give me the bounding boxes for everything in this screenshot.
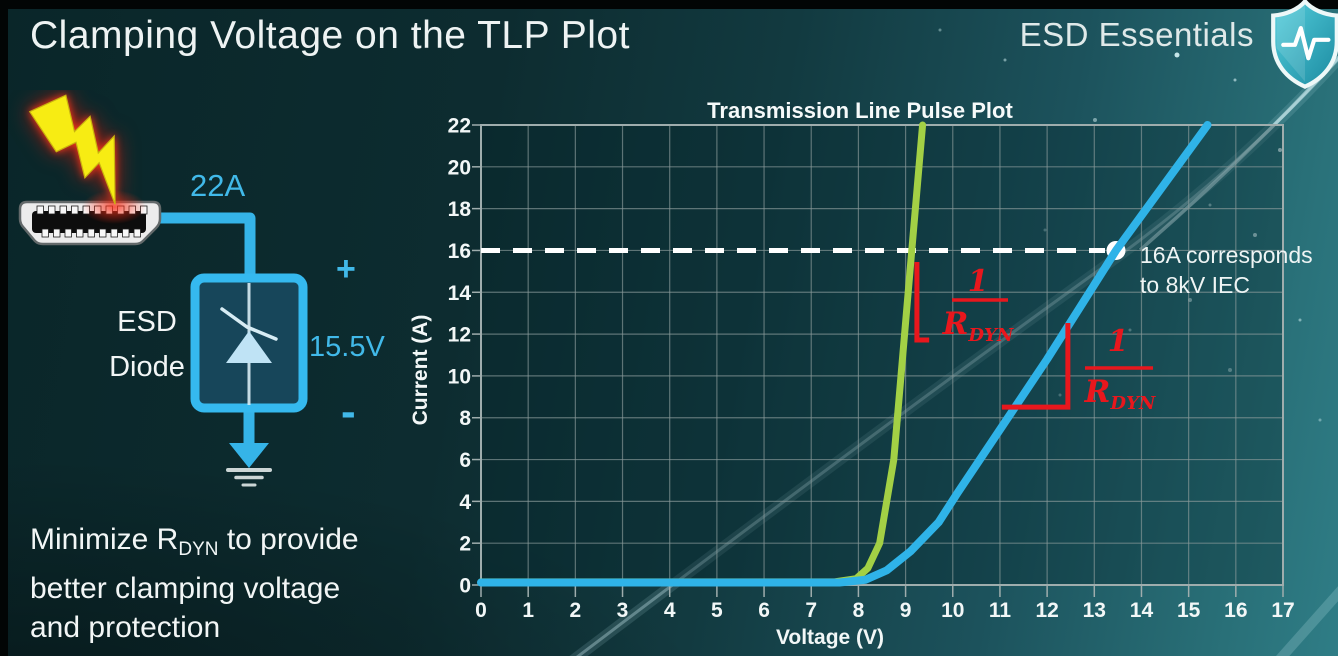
ground-icon (226, 468, 272, 487)
marker-note-line: to 8kV IEC (1140, 272, 1250, 298)
x-tick-label: 7 (805, 599, 817, 622)
x-tick-label: 16 (1224, 599, 1247, 622)
lightning-bolt-icon (28, 94, 116, 205)
rdyn-slope-bracket (914, 261, 930, 343)
y-tick-label: 8 (459, 407, 471, 430)
x-tick-label: 12 (1035, 599, 1058, 622)
tlp-chart: 0 1 2 3 4 5 6 7 8 9 10 11 12 13 14 15 16 1702468101214161… (409, 98, 1313, 649)
chart-series (477, 121, 1212, 587)
x-axis-label: Voltage (V) (776, 626, 884, 649)
surge-current-text: 22A (190, 168, 246, 203)
rdyn-slope-bracket (1001, 323, 1071, 410)
x-tick-label: 3 (617, 599, 629, 622)
takeaway-note: Minimize RDYN to provide better clamping… (30, 520, 359, 647)
marker-note-line: 16A corresponds (1140, 242, 1313, 268)
clamp-voltage-text: 15.5V (309, 331, 385, 363)
note-line3: and protection (30, 611, 221, 644)
x-tick-label: 14 (1130, 599, 1154, 622)
plus-text: + (336, 250, 356, 288)
shield-logo-icon (1271, 0, 1338, 89)
plot-border (480, 124, 1284, 586)
surge-wire (158, 212, 256, 275)
rdyn-fraction-denominator: RDYN (1084, 374, 1157, 414)
y-tick-label: 14 (448, 282, 472, 305)
y-tick-label: 22 (448, 115, 471, 138)
note-line1-prefix: Minimize R (30, 523, 179, 556)
x-tick-label: 10 (941, 599, 964, 622)
x-tick-label: 4 (664, 599, 676, 622)
note-line2: better clamping voltage (30, 572, 341, 605)
y-tick-label: 6 (459, 449, 471, 472)
esd-diode-label-line1: ESD (117, 306, 177, 338)
note-line1-suffix: to provide (218, 523, 359, 556)
y-axis-label: Current (A) (409, 315, 432, 426)
corner-streak (1275, 586, 1338, 656)
x-tick-label: 1 (522, 599, 534, 622)
esd-diode-label-line2: Diode (109, 351, 185, 383)
y-tick-label: 10 (448, 365, 471, 388)
ground-arrow (229, 443, 269, 468)
y-tick-label: 20 (448, 156, 471, 179)
x-tick-label: 2 (570, 599, 582, 622)
page-title-text: Clamping Voltage on the TLP Plot (30, 14, 630, 57)
rdyn-fraction-numerator: 1 (1108, 324, 1129, 359)
hdmi-connector-icon (18, 190, 162, 246)
note-line1: Minimize RDYN to provide (30, 520, 359, 569)
brand-text: ESD Essentials (1019, 16, 1254, 53)
y-tick-label: 4 (459, 491, 471, 514)
surge-current-label: 22A (190, 168, 245, 204)
brand-wordmark: ESD Essentials (1020, 16, 1254, 54)
clamp-voltage-label: 15.5V (309, 331, 385, 364)
x-tick-label: 0 (475, 599, 487, 622)
page-title: Clamping Voltage on the TLP Plot (30, 14, 630, 58)
letterbox-top (0, 0, 1338, 9)
esd-diode-label: ESD Diode (102, 300, 192, 390)
note-line1-subscript: DYN (178, 539, 219, 560)
letterbox-left (0, 0, 8, 656)
y-tick-label: 2 (459, 533, 471, 556)
chart-annotations: 1 RDYN 1 RDYN (914, 261, 1157, 414)
zener-diode-icon (220, 283, 278, 405)
plus-sign: + (336, 250, 356, 289)
minus-sign: - (341, 390, 356, 434)
rdyn-fraction-denominator: RDYN (942, 306, 1015, 346)
x-tick-label: 5 (711, 599, 723, 622)
x-tick-label: 9 (900, 599, 912, 622)
chart-title: Transmission Line Pulse Plot (707, 98, 1013, 123)
x-tick-label: 8 (853, 599, 865, 622)
x-tick-label: 15 (1177, 599, 1201, 622)
x-tick-label: 17 (1271, 599, 1294, 622)
chart-reference: 16A corresponds to 8kV IEC (481, 240, 1313, 298)
x-tick-label: 11 (989, 599, 1012, 622)
minus-text: - (341, 387, 356, 436)
y-tick-label: 16 (448, 240, 471, 263)
blue-curve (477, 121, 1212, 587)
x-tick-label: 13 (1083, 599, 1106, 622)
esd-circuit-diagram (18, 94, 308, 487)
x-tick-label: 6 (758, 599, 770, 622)
rdyn-fraction-numerator: 1 (968, 264, 989, 299)
y-tick-label: 0 (459, 575, 471, 598)
y-tick-label: 18 (448, 198, 472, 221)
chart-axis-labels: 0 1 2 3 4 5 6 7 8 9 10 11 12 13 14 15 16 1702468101214161… (409, 98, 1295, 649)
y-tick-label: 12 (448, 324, 471, 347)
